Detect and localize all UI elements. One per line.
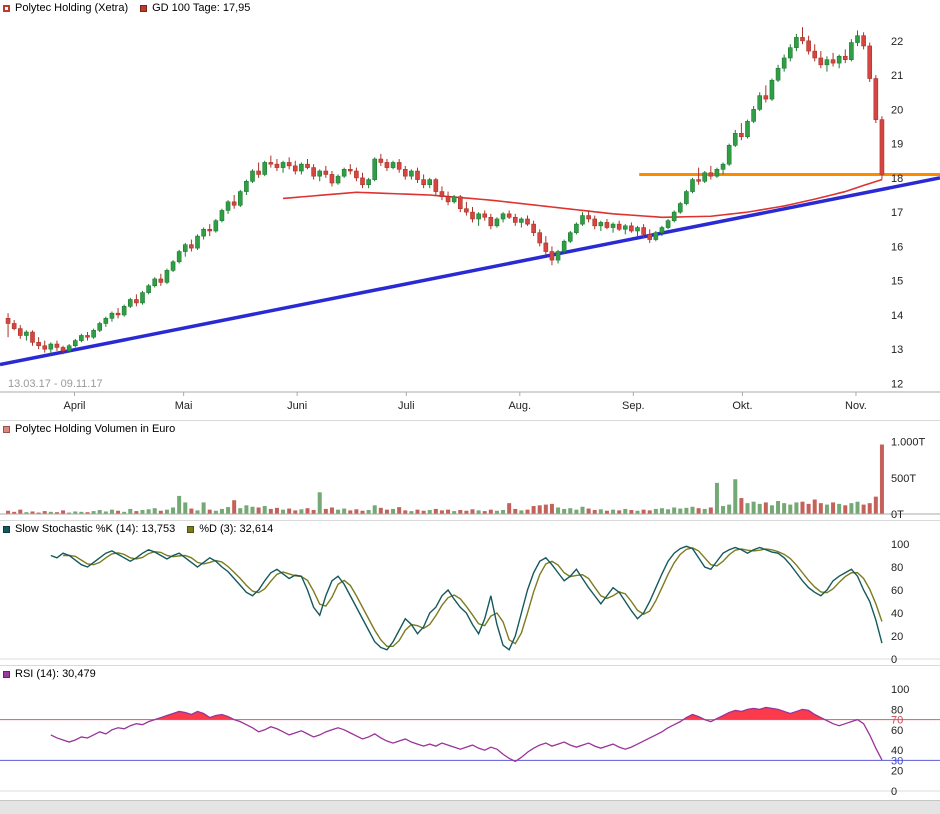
stochastic-chart-canvas: 0 20 40 60 80 100 [0, 539, 940, 665]
price-legend: Polytec Holding (Xetra) GD 100 Tage: 17,… [3, 2, 250, 14]
date-range-label: 13.03.17 - 09.11.17 [8, 378, 103, 390]
volume-series-label: Polytec Holding Volumen in Euro [15, 423, 176, 435]
svg-text:1.000T: 1.000T [891, 437, 926, 449]
svg-text:500T: 500T [891, 473, 916, 485]
svg-text:Juli: Juli [398, 400, 415, 412]
svg-text:April: April [64, 400, 86, 412]
svg-text:Juni: Juni [287, 400, 307, 412]
svg-text:Nov.: Nov. [845, 400, 867, 412]
svg-text:19: 19 [891, 139, 903, 151]
svg-text:40: 40 [891, 745, 903, 757]
stochastic-legend: Slow Stochastic %K (14): 13,753 %D (3): … [3, 523, 273, 535]
svg-text:Sep.: Sep. [622, 400, 645, 412]
svg-text:80: 80 [891, 704, 903, 716]
gd100-series-icon [140, 4, 148, 12]
volume-series-icon [3, 425, 10, 433]
svg-text:16: 16 [891, 241, 903, 253]
svg-text:17: 17 [891, 207, 903, 219]
svg-text:0T: 0T [891, 509, 904, 520]
svg-text:0: 0 [891, 654, 897, 665]
svg-text:40: 40 [891, 608, 903, 620]
svg-text:12: 12 [891, 378, 903, 390]
svg-text:100: 100 [891, 539, 909, 551]
volume-legend: Polytec Holding Volumen in Euro [3, 423, 175, 435]
svg-text:Mai: Mai [175, 400, 193, 412]
gd100-series-label: GD 100 Tage: 17,95 [152, 2, 251, 14]
svg-text:20: 20 [891, 104, 903, 116]
svg-text:30: 30 [891, 755, 903, 767]
stochastic-panel: 0 20 40 60 80 100 Slow Stochastic %K (14): 13… [0, 520, 940, 665]
volume-chart-canvas: 0T 500T 1.000T [0, 437, 940, 520]
svg-text:Aug.: Aug. [508, 400, 531, 412]
svg-text:60: 60 [891, 585, 903, 597]
svg-text:70: 70 [891, 715, 903, 727]
bottom-scrollbar-area [0, 800, 940, 814]
price-series-icon [3, 4, 10, 12]
price-panel: April Mai Juni Juli Aug. Sep. Okt. Nov. 12 13 14 15… [0, 2, 940, 412]
stochastic-k-icon [3, 525, 10, 533]
svg-text:14: 14 [891, 310, 903, 322]
svg-text:22: 22 [891, 36, 903, 48]
price-series-label: Polytec Holding (Xetra) [15, 2, 129, 14]
svg-text:20: 20 [891, 766, 903, 778]
svg-text:Okt.: Okt. [732, 400, 752, 412]
svg-text:21: 21 [891, 70, 903, 82]
volume-panel: 0T 500T 1.000T Polytec Holding Volumen in … [0, 420, 940, 520]
svg-text:60: 60 [891, 725, 903, 737]
stochastic-k-label: Slow Stochastic %K (14): 13,753 [15, 523, 176, 535]
stochastic-d-icon [187, 525, 195, 533]
svg-text:18: 18 [891, 173, 903, 185]
svg-text:100: 100 [891, 684, 909, 696]
svg-text:80: 80 [891, 562, 903, 574]
rsi-legend: RSI (14): 30,479 [3, 668, 96, 680]
stochastic-d-label: %D (3): 32,614 [199, 523, 274, 535]
rsi-panel: 0 20 30 40 60 70 80 100 RSI (14): 30,479 [0, 665, 940, 800]
svg-text:0: 0 [891, 786, 897, 798]
rsi-series-label: RSI (14): 30,479 [15, 668, 96, 680]
svg-text:15: 15 [891, 276, 903, 288]
price-chart-canvas: April Mai Juni Juli Aug. Sep. Okt. Nov. 12 13 14 15… [0, 27, 940, 412]
rsi-series-icon [3, 670, 10, 678]
svg-text:20: 20 [891, 631, 903, 643]
svg-text:13: 13 [891, 344, 903, 356]
